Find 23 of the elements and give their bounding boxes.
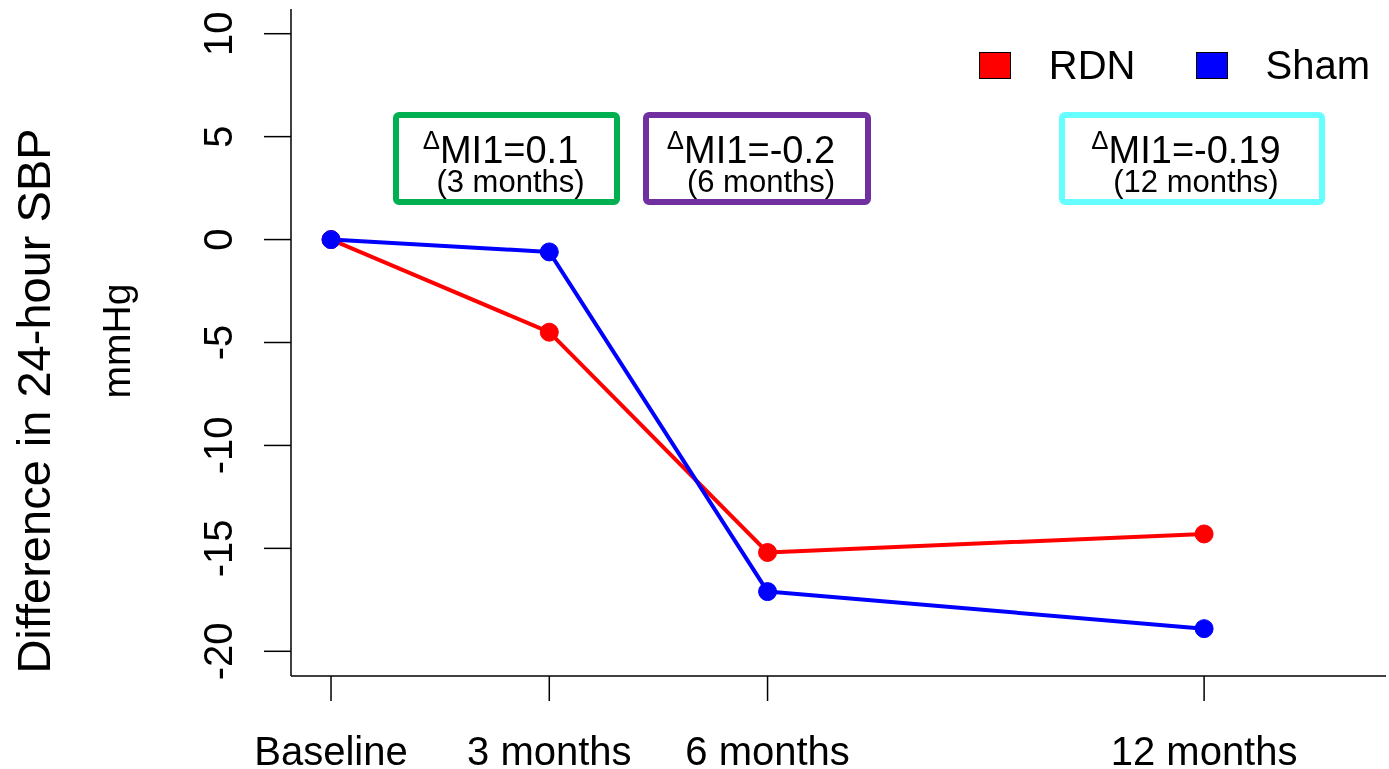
x-tick-label: 12 months xyxy=(1110,729,1298,769)
y-tick-label: -15 xyxy=(196,519,240,578)
legend-label: Sham xyxy=(1265,43,1370,87)
annotation: $^{Δ}$MI1=-0.2 (6 months) xyxy=(666,126,836,199)
y-tick-label: 0 xyxy=(196,228,240,251)
point xyxy=(1194,619,1214,639)
y-tick-label: 10 xyxy=(196,11,240,56)
y-tick-label: -5 xyxy=(196,324,240,361)
point xyxy=(539,242,559,262)
point xyxy=(539,322,559,342)
x-tick-label: Baseline xyxy=(254,729,408,769)
y-tick-label: -20 xyxy=(196,622,240,681)
point xyxy=(1194,524,1214,544)
y-tick-label: 5 xyxy=(196,125,240,148)
x-tick-label: 3 months xyxy=(467,729,632,769)
annotation: $^{Δ}$MI1=0.1 (3 months) xyxy=(422,126,585,199)
x-tick-label: 6 months xyxy=(685,729,850,769)
point xyxy=(758,542,778,562)
annotation: $^{Δ}$MI1=-0.19 (12 months) xyxy=(1091,126,1281,199)
legend-label: RDN xyxy=(1048,43,1136,87)
point xyxy=(758,582,778,602)
y-tick-label: -10 xyxy=(196,416,240,475)
y-axis-title: Difference in 24-hour SBP mmHg xyxy=(7,128,138,674)
